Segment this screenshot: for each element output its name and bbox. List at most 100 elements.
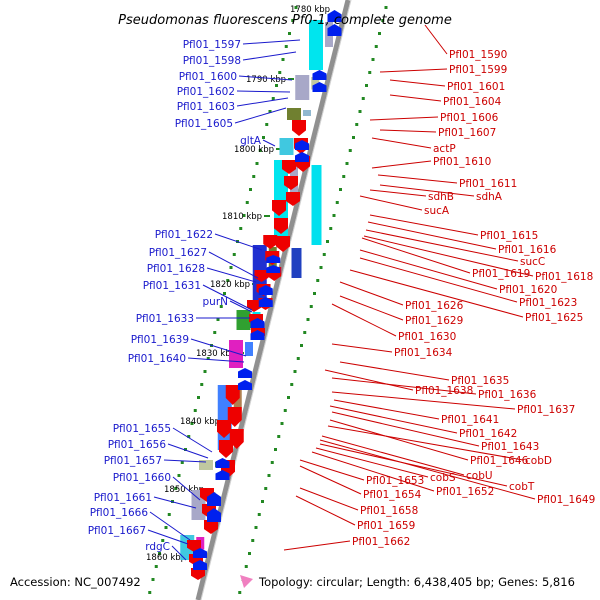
track-dot-left [161,539,165,542]
gene-label-right: Pfl01_1638 [415,385,473,397]
track-dot-right [261,500,264,503]
leader-line-right [299,487,359,511]
gene-arrow-forward [272,200,286,216]
track-dot-left [180,461,184,464]
leader-line-right [333,399,440,420]
track-dot-left [294,6,298,9]
gene-label-left: Pfl01_1655 [113,423,171,435]
leader-line-left [214,233,263,251]
gene-label-right: Pfl01_1611 [459,178,517,190]
track-dot-left [268,110,272,113]
gene-arrow-reverse [250,318,265,328]
gene-arrow-reverse [193,548,207,558]
track-dot-right [322,253,326,256]
track-dot-left [148,591,152,594]
gene-label-right: Pfl01_1620 [499,284,557,296]
gene-label-right: Pfl01_1604 [443,96,502,108]
leader-line-right [329,419,469,461]
track-dot-right [274,448,277,451]
track-dot-left [177,474,181,477]
gene-block [311,165,322,245]
track-dot-left [245,201,249,204]
gene-label-right: sucC [520,256,545,268]
track-dot-right [303,331,307,334]
track-dot-left [167,513,171,516]
gene-label-right: cobS [430,472,456,484]
track-dot-right [283,409,287,412]
track-dot-left [262,136,265,139]
gene-arrow-forward [254,270,269,282]
track-dot-left [242,214,246,217]
gene-arrow-reverse [266,255,281,263]
gene-arrow-forward [219,440,233,458]
gene-arrow-reverse [295,140,309,150]
track-dot-left [284,45,288,48]
track-dot-right [238,591,242,594]
track-dot-right [306,318,310,321]
track-dot-right [345,162,349,165]
gene-label-left: gltA [240,135,262,147]
track-dot-right [254,526,258,529]
track-dot-left [206,357,210,360]
gene-label-left: Pfl01_1640 [128,353,186,365]
track-dot-left [239,227,243,230]
gene-arrow-forward [225,385,240,405]
gene-label-right: Pfl01_1599 [449,64,507,76]
gene-label-right: Pfl01_1616 [498,244,557,256]
gene-arrow-forward [282,160,296,174]
leader-line-right [283,540,351,551]
track-dot-right [270,461,274,464]
leader-line-left [229,300,253,313]
track-dot-right [264,487,268,490]
track-dot-left [291,19,295,22]
gene-arrow-reverse [215,458,230,468]
gene-label-right: actP [433,143,456,155]
gene-arrow-forward [191,568,205,580]
track-dot-right [339,188,342,191]
gene-label-right: Pfl01_1630 [398,331,456,343]
track-dot-left [213,331,217,334]
gene-label-right: Pfl01_1654 [363,489,422,501]
leader-line-right [367,221,497,250]
gene-arrow-forward [187,540,201,552]
gene-label-right: cobU [466,470,493,482]
leader-line-right [321,435,465,476]
leader-line-right [339,281,404,306]
scale-label: 1790 kbp [246,75,286,85]
gene-label-right: Pfl01_1607 [438,127,496,139]
gene-arrow-reverse [295,152,309,162]
gene-label-right: Pfl01_1626 [405,300,464,312]
leader-line-right [369,116,439,121]
gene-block [291,248,302,278]
gene-arrow-reverse [258,285,273,295]
gene-arrow-forward [284,176,298,190]
scale-label: 1800 kbp [234,145,274,155]
leader-line-right [299,465,362,495]
leader-line-right [295,495,356,526]
gene-arrow-reverse [207,508,221,522]
backbone-highlight [200,0,352,600]
track-dot-right [384,6,388,9]
gene-arrow-reverse [327,10,342,22]
gene-label-right: Pfl01_1662 [352,536,410,548]
track-dot-right [332,214,336,217]
leader-line-right [369,214,479,236]
leader-line-left [153,496,197,509]
gene-block [199,460,213,470]
leader-line-right [349,269,524,318]
track-dot-left [184,448,187,451]
track-dot-right [381,19,385,22]
track-dot-left [265,123,269,126]
track-dot-left [288,32,291,35]
gene-block [295,75,310,100]
leader-line-left [242,39,301,45]
gene-label-right: Pfl01_1629 [405,315,463,327]
gene-label-left: Pfl01_1598 [183,55,241,67]
scale-label: 1850 kbp [164,485,204,495]
gene-label-right: cobT [509,481,535,493]
leader-line-left [190,338,247,357]
leader-line-right [371,137,432,149]
leader-line-right [319,439,536,500]
leader-line-right [377,174,458,184]
track-dot-left [281,58,285,61]
